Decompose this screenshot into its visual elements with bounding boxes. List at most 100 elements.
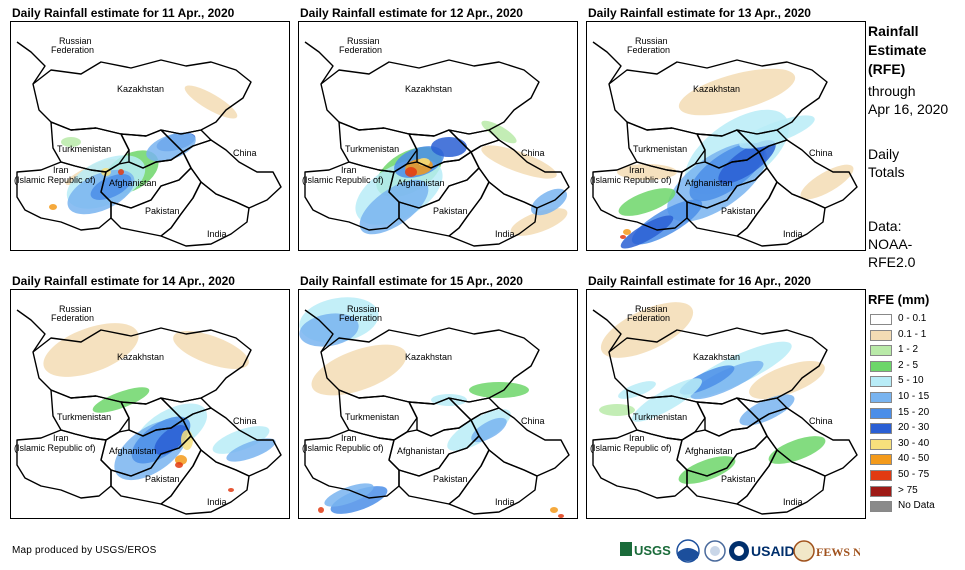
country-label: China xyxy=(233,416,257,426)
rainfall-area xyxy=(599,404,635,416)
panel-apr-12: Daily Rainfall estimate for 12 Apr., 202… xyxy=(298,6,578,251)
legend-swatch xyxy=(870,438,892,450)
country-label: Russian xyxy=(59,36,92,46)
panel-title: Daily Rainfall estimate for 13 Apr., 202… xyxy=(588,6,811,20)
country-border xyxy=(16,161,112,231)
sidebar-data-source: Data: NOAA- RFE2.0 xyxy=(868,217,915,271)
source-line1: NOAA- xyxy=(868,236,913,252)
rainfall-area xyxy=(749,361,825,399)
country-label: Federation xyxy=(627,313,670,323)
country-label: Federation xyxy=(51,45,94,55)
rainfall-area xyxy=(226,438,276,462)
panel-apr-14: Daily Rainfall estimate for 14 Apr., 202… xyxy=(10,274,290,519)
rainfall-area xyxy=(618,188,676,216)
country-label: Federation xyxy=(339,313,382,323)
rainfall-area xyxy=(330,486,388,514)
source-line2: RFE2.0 xyxy=(868,254,916,270)
country-label: Afghanistan xyxy=(109,178,157,188)
country-label: India xyxy=(207,229,227,239)
legend-label: 10 - 15 xyxy=(898,390,930,402)
country-label: Turkmenistan xyxy=(57,412,111,422)
rainfall-area xyxy=(550,507,558,513)
rainfall-area xyxy=(61,137,81,147)
legend-swatch xyxy=(870,485,892,497)
country-label: Turkmenistan xyxy=(633,412,687,422)
rainfall-area xyxy=(431,394,467,406)
sidebar-title-line3: (RFE) xyxy=(868,61,906,77)
rainfall-area xyxy=(359,179,429,235)
rainfall-area xyxy=(324,483,374,507)
country-label: India xyxy=(783,497,803,507)
rainfall-area xyxy=(620,215,674,249)
country-label: Federation xyxy=(627,45,670,55)
country-border xyxy=(160,181,250,247)
panel-title: Daily Rainfall estimate for 15 Apr., 202… xyxy=(300,274,523,288)
rainfall-area xyxy=(739,115,815,149)
country-border xyxy=(182,139,282,209)
rainfall-area xyxy=(623,229,631,235)
rainfall-map: Russian Federation Kazakhstan Turkmenistan I… xyxy=(586,289,866,519)
legend-swatch xyxy=(870,469,892,481)
country-label: Turkmenistan xyxy=(345,412,399,422)
panel-title: Daily Rainfall estimate for 14 Apr., 202… xyxy=(12,274,235,288)
legend-swatch xyxy=(870,360,892,372)
sidebar-daily: Daily Totals xyxy=(868,145,905,181)
country-label: China xyxy=(233,148,257,158)
country-border xyxy=(304,429,400,499)
rainfall-area xyxy=(92,387,150,413)
legend-swatch xyxy=(870,454,892,466)
legend-swatch xyxy=(870,345,892,357)
rainfall-area xyxy=(471,417,507,443)
rainfall-area xyxy=(49,204,57,210)
country-label: Russian xyxy=(59,304,92,314)
country-label: Iran xyxy=(341,433,357,443)
legend-swatch xyxy=(870,314,892,325)
legend-swatch xyxy=(870,391,892,403)
rainfall-area xyxy=(620,235,626,239)
rainfall-area xyxy=(184,85,238,119)
country-border xyxy=(592,429,688,499)
panel-apr-16: Daily Rainfall estimate for 16 Apr., 202… xyxy=(586,274,866,519)
panel-title: Daily Rainfall estimate for 11 Apr., 202… xyxy=(12,6,235,20)
country-border xyxy=(736,181,826,247)
rainfall-area xyxy=(481,145,557,179)
country-label: Russian xyxy=(347,304,380,314)
panel-apr-13: Daily Rainfall estimate for 13 Apr., 202… xyxy=(586,6,866,251)
legend-swatch xyxy=(870,423,892,435)
country-border xyxy=(304,41,334,85)
country-label: China xyxy=(521,148,545,158)
rainfall-area xyxy=(118,169,124,175)
agency-logos: USGS USAID FEWS NET xyxy=(620,539,860,563)
legend-label: 15 - 20 xyxy=(898,406,930,418)
country-label: Afghanistan xyxy=(109,446,157,456)
country-label: Iran xyxy=(629,433,645,443)
country-label: (Islamic Republic of) xyxy=(14,175,96,185)
legend-label: 0 - 0.1 xyxy=(898,313,927,324)
legend-label: 2 - 5 xyxy=(898,359,919,371)
legend-label: 5 - 10 xyxy=(898,375,924,387)
rainfall-map: Russian Federation Kazakhstan Turkmenistan I… xyxy=(298,289,578,519)
country-label: China xyxy=(809,416,833,426)
country-label: Pakistan xyxy=(433,474,468,484)
rainfall-area xyxy=(469,382,529,398)
country-label: Afghanistan xyxy=(397,178,445,188)
through-date: Apr 16, 2020 xyxy=(868,101,949,117)
legend-label: 0.1 - 1 xyxy=(898,328,927,340)
rainfall-area xyxy=(311,344,407,396)
legend-label: 1 - 2 xyxy=(898,344,919,356)
country-border xyxy=(592,161,688,231)
rainfall-area xyxy=(212,426,270,454)
legend-label: 40 - 50 xyxy=(898,453,930,465)
rainfall-map: Russian Federation Kazakhstan Turkmenistan I… xyxy=(10,289,290,519)
country-label: Russian xyxy=(347,36,380,46)
country-border xyxy=(320,59,540,137)
rainfall-area xyxy=(768,436,826,464)
rainfall-area xyxy=(481,120,517,144)
country-label: China xyxy=(809,148,833,158)
through-label: through xyxy=(868,83,916,99)
panel-apr-15: Daily Rainfall estimate for 15 Apr., 202… xyxy=(298,274,578,519)
usgs-logo-text: USGS xyxy=(634,543,671,558)
country-border xyxy=(448,181,538,247)
country-label: Kazakhstan xyxy=(405,84,452,94)
